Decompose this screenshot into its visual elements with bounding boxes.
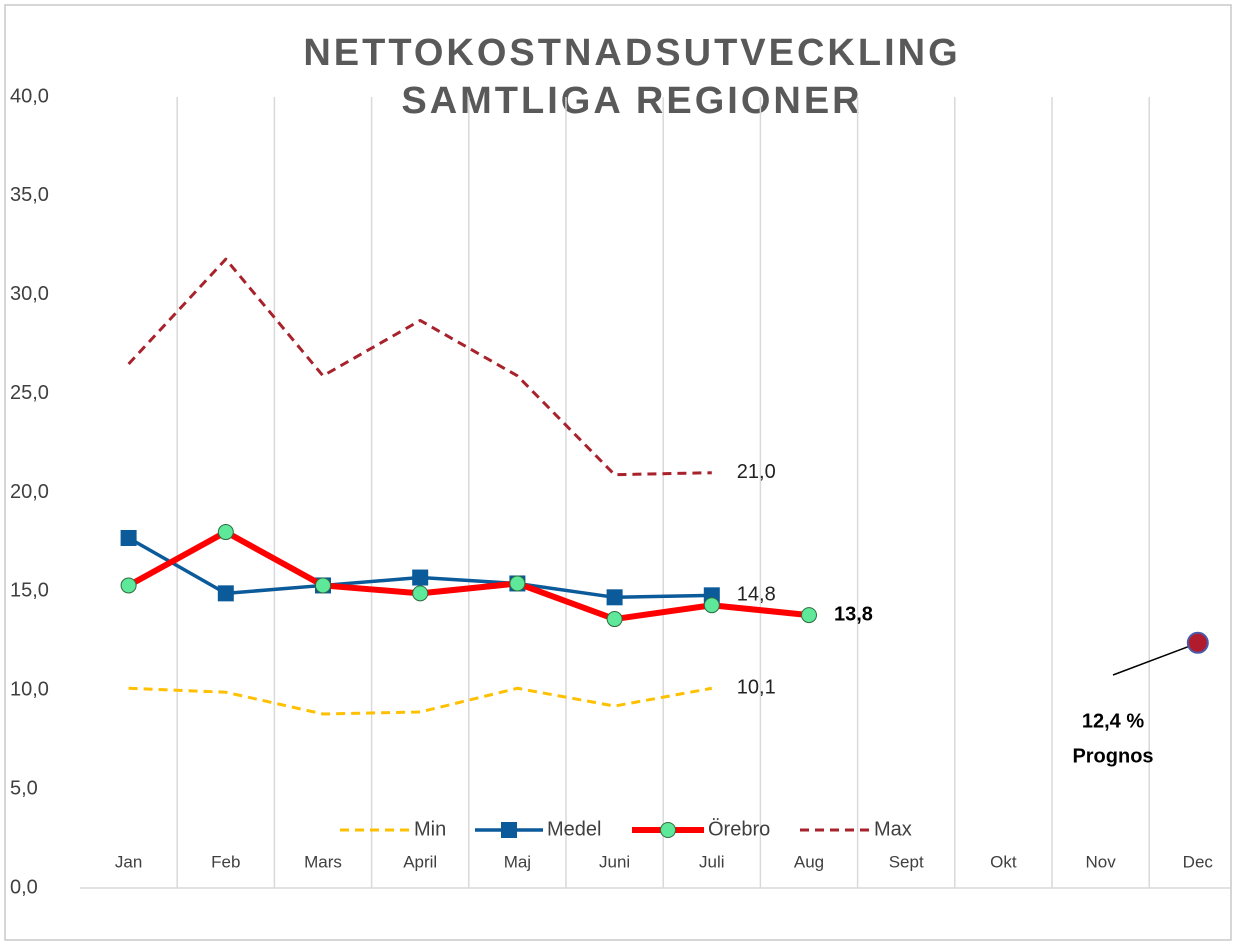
y-tick-label: 5,0 (10, 777, 38, 799)
x-tick-label: Feb (211, 852, 240, 871)
series-marker (801, 607, 817, 624)
x-tick-label: Juli (699, 852, 725, 871)
x-tick-label: Okt (990, 852, 1017, 871)
data-label: 21,0 (737, 461, 776, 483)
y-tick-label: 15,0 (10, 580, 49, 602)
x-tick-label: Sept (889, 852, 924, 871)
series-marker (703, 597, 720, 614)
series-marker (120, 529, 137, 546)
x-tick-label: Dec (1183, 852, 1214, 871)
x-tick-label: Juni (599, 852, 630, 871)
legend-label: Min (414, 818, 446, 840)
series-marker (509, 575, 526, 592)
series-marker (217, 585, 234, 602)
series-marker (120, 577, 137, 594)
y-tick-label: 25,0 (10, 382, 49, 404)
y-tick-label: 0,0 (10, 876, 38, 898)
y-tick-label: 40,0 (10, 85, 49, 107)
y-tick-label: 30,0 (10, 283, 49, 305)
series-marker (412, 585, 429, 602)
series-marker (606, 611, 623, 628)
series-line (127, 257, 712, 477)
series-marker (412, 569, 429, 586)
data-label: 13,8 (834, 603, 873, 625)
y-tick-label: 35,0 (10, 184, 49, 206)
chart-frame (4, 4, 1232, 941)
series-marker (315, 577, 331, 594)
legend-marker (660, 822, 676, 838)
data-label: 14,8 (737, 584, 776, 606)
y-tick-label: 20,0 (10, 481, 49, 503)
legend-label: Örebro (708, 818, 770, 840)
series-line (127, 529, 810, 623)
x-tick-label: Jan (115, 852, 142, 871)
x-tick-label: April (403, 852, 437, 871)
annotation-text: Prognos (1072, 745, 1153, 767)
data-label: 10,1 (737, 677, 776, 699)
annotation-label: 12,4 % (1082, 710, 1144, 732)
x-tick-label: Mars (304, 852, 342, 871)
series-marker (606, 589, 623, 606)
x-tick-label: Aug (794, 852, 824, 871)
chart-title: NETTOKOSTNADSUTVECKLING (303, 32, 960, 74)
chart-title: SAMTLIGA REGIONER (401, 80, 862, 122)
x-tick-label: Maj (504, 852, 531, 871)
annotation-point (1186, 631, 1209, 654)
y-tick-label: 10,0 (10, 679, 49, 701)
series-marker (217, 524, 234, 541)
legend-label: Max (874, 818, 912, 840)
series-line (128, 686, 713, 716)
annotation-pointer (1112, 643, 1197, 676)
x-tick-label: Nov (1085, 852, 1116, 871)
legend-label: Medel (547, 818, 601, 840)
legend-marker (501, 822, 517, 838)
